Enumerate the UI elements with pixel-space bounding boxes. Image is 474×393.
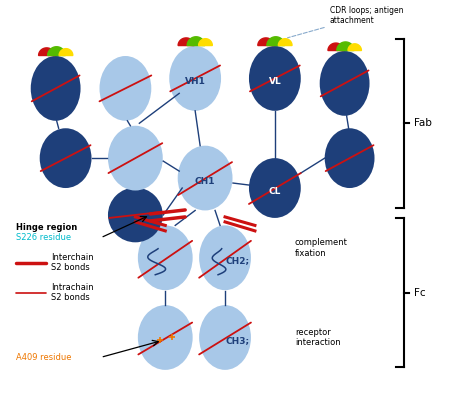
Ellipse shape: [199, 305, 251, 370]
Text: A409 residue: A409 residue: [16, 353, 71, 362]
Text: CH3;: CH3;: [226, 336, 250, 345]
Polygon shape: [278, 39, 292, 46]
Polygon shape: [348, 44, 361, 51]
Ellipse shape: [249, 158, 301, 218]
Polygon shape: [199, 39, 212, 46]
Polygon shape: [48, 47, 65, 55]
Text: Interchain
S2 bonds: Interchain S2 bonds: [51, 253, 93, 272]
Text: CH1: CH1: [195, 176, 215, 185]
Polygon shape: [38, 48, 55, 55]
Ellipse shape: [108, 126, 163, 191]
Ellipse shape: [199, 226, 251, 290]
Ellipse shape: [325, 128, 374, 188]
Text: Hinge region: Hinge region: [16, 223, 77, 232]
Ellipse shape: [178, 146, 233, 210]
Polygon shape: [267, 37, 285, 46]
Text: complement
fixation: complement fixation: [295, 238, 347, 257]
Text: CH2;: CH2;: [226, 256, 250, 265]
Text: Fab: Fab: [414, 118, 432, 128]
Polygon shape: [337, 42, 354, 51]
Ellipse shape: [249, 46, 301, 111]
Polygon shape: [328, 43, 344, 51]
Text: S226 residue: S226 residue: [16, 233, 71, 242]
Text: VL: VL: [268, 77, 281, 86]
Text: receptor
interaction: receptor interaction: [295, 328, 340, 347]
Polygon shape: [59, 49, 73, 55]
Ellipse shape: [138, 305, 192, 370]
Text: Intrachain
S2 bonds: Intrachain S2 bonds: [51, 283, 93, 302]
Polygon shape: [187, 37, 205, 46]
Ellipse shape: [108, 187, 163, 242]
Text: CL: CL: [269, 187, 281, 196]
Text: VH1: VH1: [185, 77, 206, 86]
Ellipse shape: [138, 226, 192, 290]
Polygon shape: [258, 38, 274, 46]
Ellipse shape: [100, 56, 151, 121]
Ellipse shape: [40, 128, 91, 188]
Ellipse shape: [319, 51, 370, 116]
Polygon shape: [178, 38, 194, 46]
Ellipse shape: [169, 46, 221, 111]
Text: Fc: Fc: [414, 288, 426, 298]
Ellipse shape: [31, 56, 81, 121]
Text: CDR loops; antigen
attachment: CDR loops; antigen attachment: [288, 6, 403, 38]
